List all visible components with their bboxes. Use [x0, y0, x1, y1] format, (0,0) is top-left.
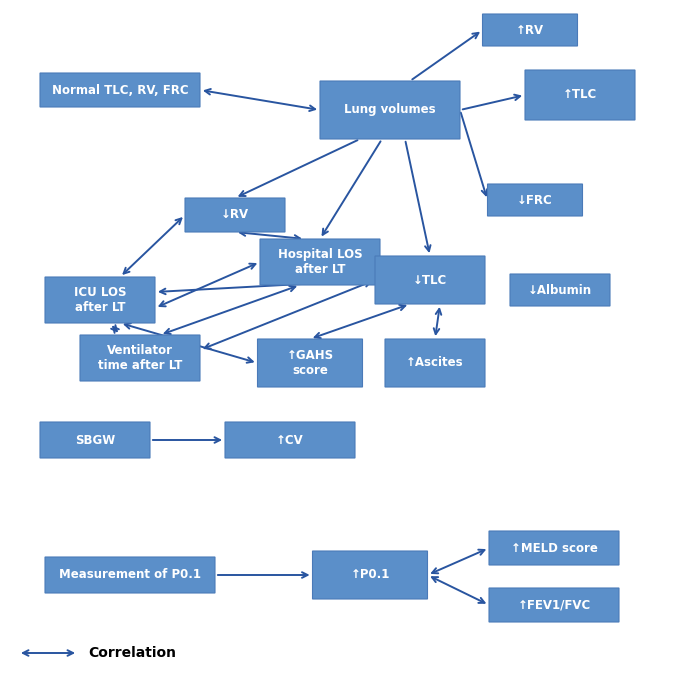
- Text: Ventilator
time after LT: Ventilator time after LT: [97, 344, 182, 372]
- FancyBboxPatch shape: [185, 198, 285, 232]
- FancyBboxPatch shape: [375, 256, 485, 304]
- Text: Correlation: Correlation: [88, 646, 176, 660]
- Text: ↑TLC: ↑TLC: [563, 89, 597, 102]
- Text: SBGW: SBGW: [75, 433, 115, 447]
- FancyBboxPatch shape: [80, 335, 200, 381]
- Text: Lung volumes: Lung volumes: [344, 104, 436, 116]
- Text: ↓FRC: ↓FRC: [517, 194, 553, 206]
- FancyBboxPatch shape: [313, 551, 427, 599]
- FancyBboxPatch shape: [45, 557, 215, 593]
- Text: ↑FEV1/FVC: ↑FEV1/FVC: [517, 598, 590, 611]
- FancyBboxPatch shape: [225, 422, 355, 458]
- Text: ↓Albumin: ↓Albumin: [528, 284, 592, 297]
- FancyBboxPatch shape: [257, 339, 362, 387]
- Text: ↓RV: ↓RV: [221, 209, 249, 221]
- FancyBboxPatch shape: [525, 70, 635, 120]
- Text: ↑P0.1: ↑P0.1: [350, 569, 390, 582]
- Text: Measurement of P0.1: Measurement of P0.1: [59, 569, 201, 582]
- Text: Normal TLC, RV, FRC: Normal TLC, RV, FRC: [51, 83, 188, 97]
- Text: ICU LOS
after LT: ICU LOS after LT: [74, 286, 126, 314]
- Text: ↑Ascites: ↑Ascites: [406, 357, 464, 370]
- FancyBboxPatch shape: [487, 184, 582, 216]
- FancyBboxPatch shape: [483, 14, 577, 46]
- FancyBboxPatch shape: [489, 588, 619, 622]
- FancyBboxPatch shape: [40, 422, 150, 458]
- FancyBboxPatch shape: [40, 73, 200, 107]
- FancyBboxPatch shape: [510, 274, 610, 306]
- Text: ↑MELD score: ↑MELD score: [510, 542, 597, 554]
- FancyBboxPatch shape: [45, 277, 155, 323]
- Text: ↑GAHS
score: ↑GAHS score: [286, 349, 334, 377]
- FancyBboxPatch shape: [385, 339, 485, 387]
- FancyBboxPatch shape: [320, 81, 460, 139]
- Text: ↑RV: ↑RV: [516, 24, 544, 37]
- Text: ↓TLC: ↓TLC: [413, 274, 447, 286]
- FancyBboxPatch shape: [489, 531, 619, 565]
- Text: Hospital LOS
after LT: Hospital LOS after LT: [278, 248, 362, 276]
- Text: ↑CV: ↑CV: [276, 433, 304, 447]
- FancyBboxPatch shape: [260, 239, 380, 285]
